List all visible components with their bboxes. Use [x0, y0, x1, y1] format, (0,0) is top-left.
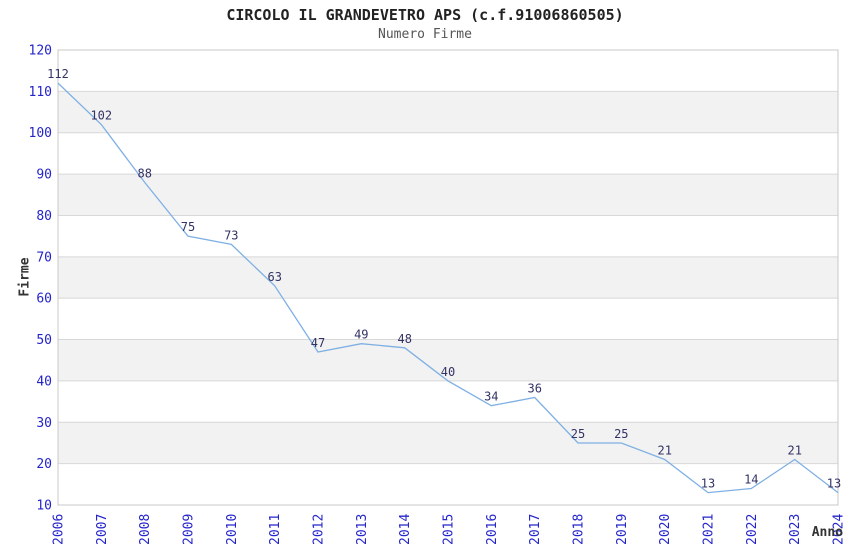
value-label: 13	[827, 477, 841, 491]
y-tick-label: 110	[29, 85, 52, 100]
grid-band	[58, 91, 838, 133]
x-tick-label: 2011	[268, 514, 283, 545]
value-label: 112	[47, 67, 69, 81]
x-tick-label: 2017	[528, 514, 543, 545]
x-tick-label: 2018	[572, 514, 587, 545]
grid-band	[58, 256, 838, 299]
x-tick-label: 2023	[788, 514, 803, 545]
y-axis-title: Firme	[17, 257, 33, 297]
y-tick-label: 30	[36, 416, 52, 431]
y-tick-label: 50	[36, 333, 52, 348]
value-label: 88	[137, 166, 151, 180]
x-axis-title: Anno	[811, 525, 843, 540]
value-label: 73	[224, 228, 238, 242]
plot-border	[57, 49, 839, 506]
x-tick-label: 2013	[355, 514, 370, 545]
y-tick-label: 60	[36, 292, 52, 307]
x-tick-label: 2009	[182, 514, 197, 545]
x-tick-label: 2022	[745, 514, 760, 545]
data-line	[57, 82, 839, 494]
value-label: 47	[311, 336, 325, 350]
y-tick-label: 40	[36, 374, 52, 389]
x-tick-label: 2021	[702, 514, 717, 545]
value-label: 75	[181, 220, 195, 234]
x-tick-label: 2016	[485, 514, 500, 545]
grid-band	[58, 339, 838, 381]
value-label: 36	[527, 382, 541, 396]
y-tick-label: 90	[36, 168, 52, 183]
value-label: 21	[787, 444, 801, 458]
y-tick-label: 10	[36, 499, 52, 514]
value-label: 25	[571, 427, 585, 441]
chart-subtitle: Numero Firme	[378, 27, 472, 42]
value-label: 40	[441, 365, 455, 379]
y-tick-label: 20	[36, 457, 52, 472]
grid-band	[58, 174, 838, 216]
y-tick-label: 120	[29, 44, 52, 59]
y-tick-label: 100	[29, 126, 52, 141]
chart-title: CIRCOLO IL GRANDEVETRO APS (c.f.91006860…	[226, 6, 624, 24]
x-tick-label: 2015	[442, 514, 457, 545]
value-label: 63	[267, 270, 281, 284]
x-tick-label: 2006	[52, 514, 67, 545]
y-tick-label: 80	[36, 209, 52, 224]
x-tick-label: 2008	[138, 514, 153, 545]
y-tick-label: 70	[36, 250, 52, 265]
x-tick-label: 2010	[225, 514, 240, 545]
x-tick-label: 2020	[658, 514, 673, 545]
value-label: 13	[701, 477, 715, 491]
value-label: 21	[657, 444, 671, 458]
x-tick-label: 2019	[615, 514, 630, 545]
value-label: 49	[354, 328, 368, 342]
x-tick-label: 2024	[832, 514, 847, 545]
value-label: 14	[744, 473, 758, 487]
x-tick-label: 2012	[312, 514, 327, 545]
x-tick-label: 2007	[95, 514, 110, 545]
value-label: 102	[90, 109, 112, 123]
value-label: 25	[614, 427, 628, 441]
value-label: 48	[397, 332, 411, 346]
grid-band	[58, 422, 838, 464]
x-tick-label: 2014	[398, 514, 413, 545]
value-label: 34	[484, 390, 498, 404]
